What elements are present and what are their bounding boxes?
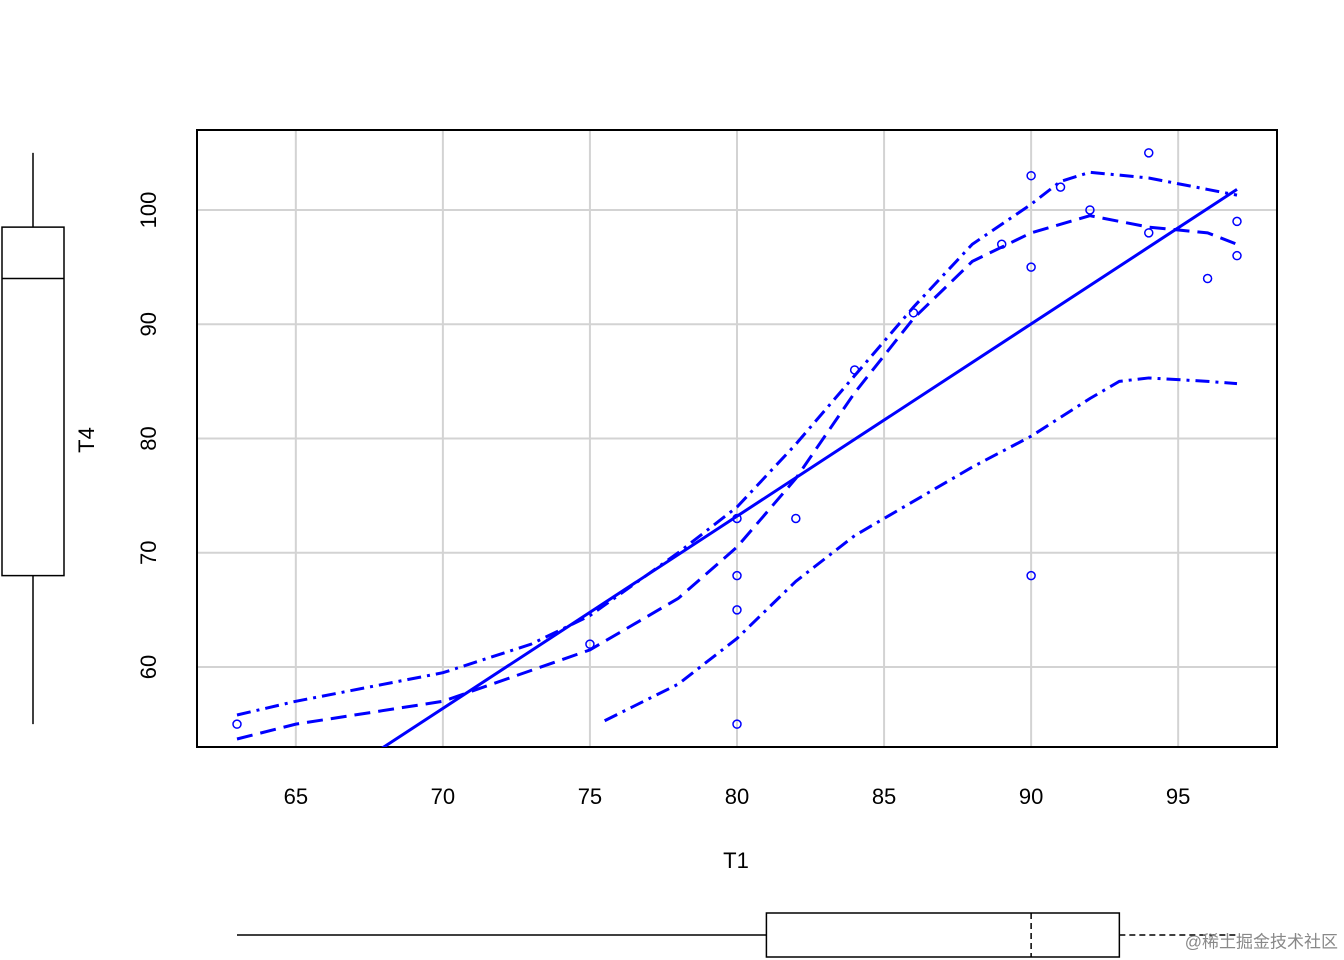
data-point: [908, 308, 919, 318]
y-axis-label: T4: [74, 427, 99, 453]
watermark: @稀土掘金技术社区: [1185, 932, 1338, 951]
x-tick-label: 90: [1019, 784, 1043, 809]
x-tick-label: 75: [578, 784, 602, 809]
y-tick-label: 100: [136, 192, 161, 229]
data-point: [996, 239, 1007, 250]
plot-frame: [196, 129, 1278, 748]
data-point: [1085, 205, 1095, 215]
data-point: [1232, 216, 1242, 227]
data-point: [1055, 182, 1066, 192]
data-point: [1202, 273, 1213, 284]
data-point: [732, 719, 742, 729]
x-tick-label: 80: [725, 784, 749, 809]
data-point: [1026, 262, 1036, 272]
data-point: [849, 365, 860, 375]
x-tick-label: 85: [872, 784, 896, 809]
data-point: [585, 639, 595, 649]
x-tick-label: 95: [1166, 784, 1190, 809]
data-point: [1026, 170, 1036, 181]
box: [765, 912, 1121, 958]
x-tick-label: 65: [284, 784, 308, 809]
data-point: [1144, 148, 1154, 158]
x-tick-label: 70: [431, 784, 455, 809]
data-point: [732, 570, 742, 581]
y-tick-label: 90: [136, 312, 161, 336]
y-tick-label: 70: [136, 541, 161, 565]
data-point: [232, 719, 242, 729]
smoother-line: [236, 214, 1238, 741]
y-tick-label: 60: [136, 655, 161, 679]
regression-line: [381, 188, 1238, 747]
data-point: [732, 513, 742, 524]
data-point: [1026, 570, 1036, 581]
data-point: [1232, 250, 1242, 261]
data-point: [1144, 228, 1154, 238]
y-tick-label: 80: [136, 426, 161, 450]
plot-area: [232, 148, 1242, 747]
smoother-line: [236, 170, 1238, 717]
box: [1, 226, 65, 577]
data-point: [791, 513, 801, 524]
data-point: [732, 605, 742, 615]
smoother-line: [603, 376, 1238, 723]
x-axis-label: T1: [723, 848, 749, 873]
